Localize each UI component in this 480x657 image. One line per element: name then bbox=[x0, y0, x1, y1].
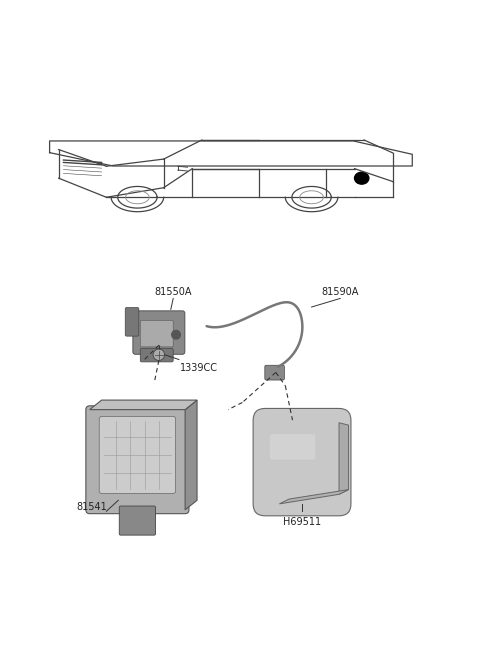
Circle shape bbox=[153, 349, 165, 361]
Text: 81550A: 81550A bbox=[155, 288, 192, 298]
Circle shape bbox=[172, 330, 180, 339]
FancyBboxPatch shape bbox=[133, 311, 185, 354]
FancyBboxPatch shape bbox=[140, 321, 173, 347]
Polygon shape bbox=[90, 400, 197, 409]
Ellipse shape bbox=[355, 172, 369, 184]
FancyBboxPatch shape bbox=[119, 506, 156, 535]
FancyBboxPatch shape bbox=[140, 348, 173, 362]
FancyBboxPatch shape bbox=[125, 307, 139, 336]
Text: 81541: 81541 bbox=[77, 502, 108, 512]
Polygon shape bbox=[279, 489, 348, 504]
Polygon shape bbox=[185, 400, 197, 510]
FancyBboxPatch shape bbox=[265, 365, 284, 380]
FancyBboxPatch shape bbox=[99, 417, 176, 493]
FancyBboxPatch shape bbox=[253, 409, 351, 516]
Text: 81590A: 81590A bbox=[322, 288, 359, 298]
Text: 1339CC: 1339CC bbox=[180, 363, 218, 373]
FancyBboxPatch shape bbox=[270, 434, 315, 460]
FancyBboxPatch shape bbox=[86, 406, 189, 514]
Text: H69511: H69511 bbox=[283, 517, 321, 527]
Polygon shape bbox=[339, 422, 348, 494]
